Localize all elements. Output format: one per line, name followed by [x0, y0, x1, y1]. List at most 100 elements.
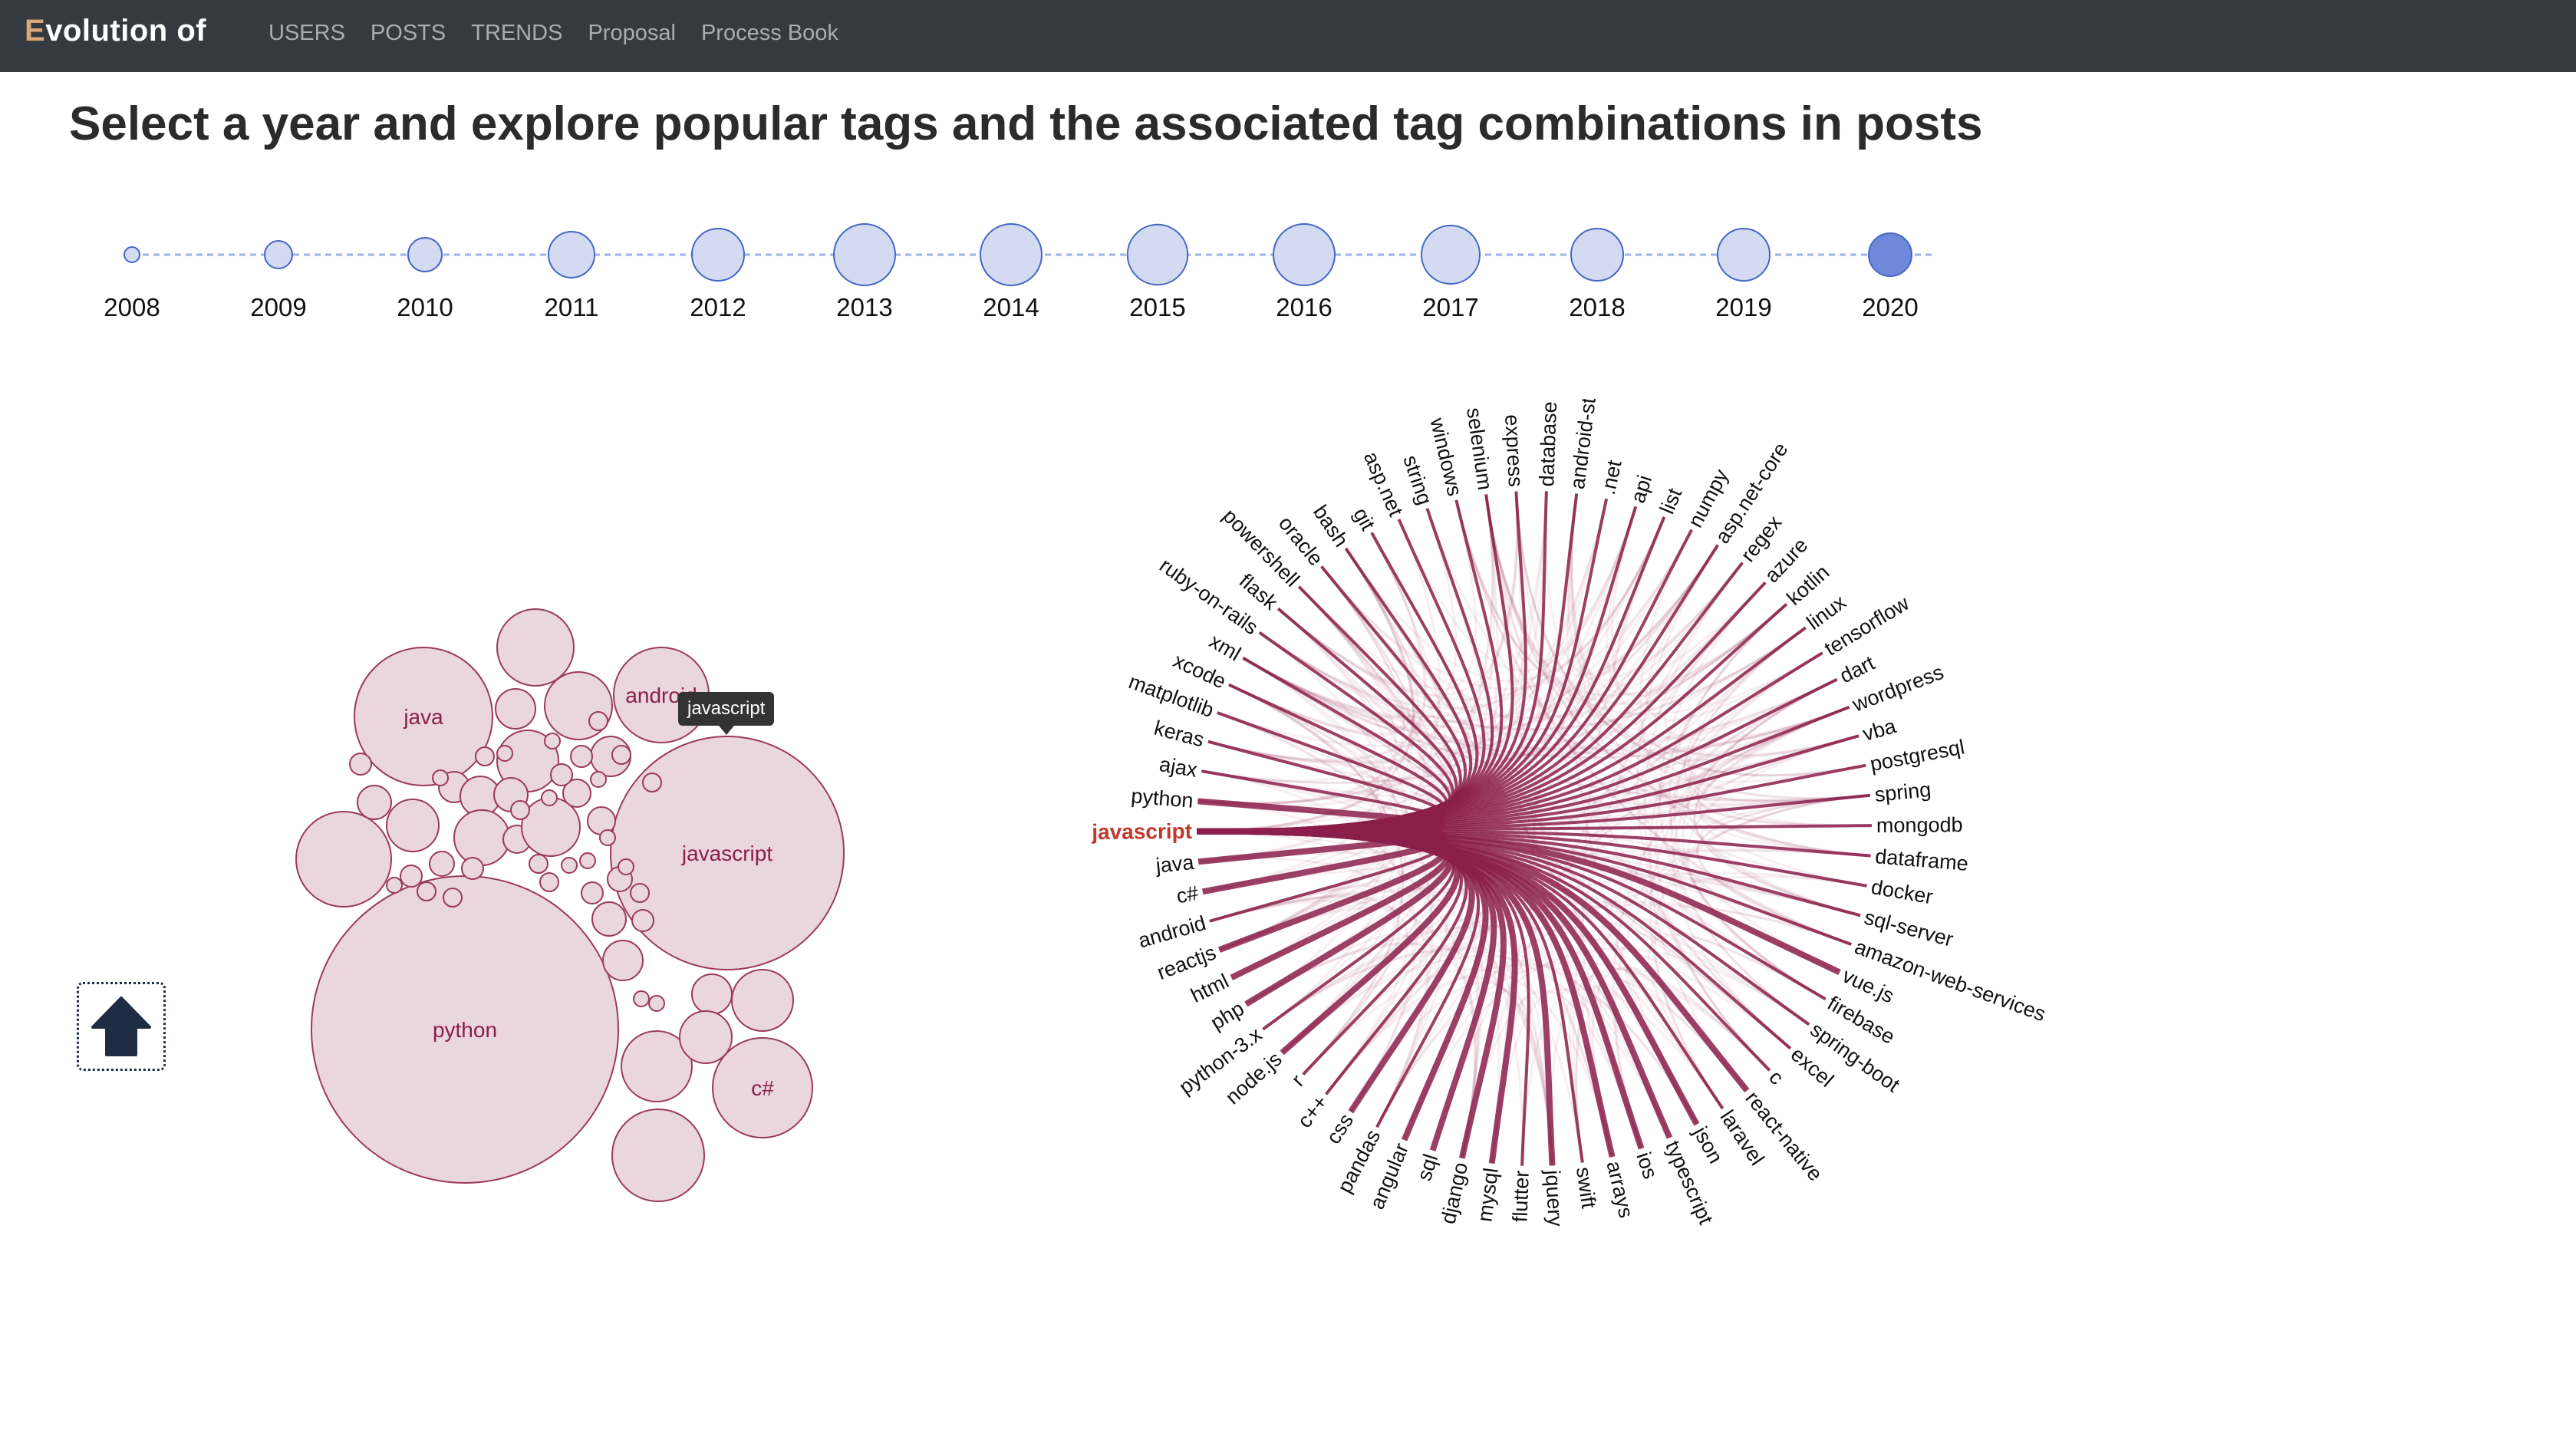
- bubble-circle[interactable]: [611, 745, 631, 765]
- bubble-small[interactable]: [599, 829, 616, 846]
- chord-tag-spring[interactable]: spring: [1873, 778, 1932, 806]
- bubble-circle[interactable]: [630, 883, 650, 903]
- chord-tag-html[interactable]: html: [1187, 970, 1232, 1007]
- bubble-circle[interactable]: [590, 771, 607, 788]
- bubble-circle[interactable]: [496, 745, 513, 762]
- chord-tag--net[interactable]: .net: [1596, 458, 1626, 497]
- bubble-circle[interactable]: [581, 881, 604, 904]
- timeline-bubble[interactable]: [833, 223, 896, 286]
- bubble-circle[interactable]: [610, 736, 845, 970]
- chord-tag-sql[interactable]: sql: [1412, 1151, 1442, 1184]
- bubble-small[interactable]: [621, 1030, 693, 1102]
- bubble-small[interactable]: [453, 809, 510, 866]
- bubble-small[interactable]: [295, 811, 392, 908]
- bubble-small[interactable]: [731, 969, 794, 1032]
- timeline-year-2009[interactable]: 2009: [250, 240, 307, 321]
- bubble-circle[interactable]: [544, 733, 561, 749]
- timeline-bubble[interactable]: [1126, 223, 1189, 286]
- chord-tag-json[interactable]: json: [1688, 1122, 1728, 1168]
- bubble-small[interactable]: [349, 753, 372, 776]
- bubble-small[interactable]: [432, 769, 449, 786]
- chord-tag-javascript[interactable]: javascript: [1091, 819, 1192, 844]
- bubble-circle[interactable]: [386, 877, 403, 894]
- chord-tag-django[interactable]: django: [1437, 1160, 1473, 1226]
- bubble-circle[interactable]: [591, 901, 627, 937]
- bubble-small[interactable]: [631, 909, 654, 932]
- bubble-small[interactable]: [550, 763, 573, 786]
- chord-tag-docker[interactable]: docker: [1869, 875, 1935, 908]
- bubble-circle[interactable]: [550, 763, 573, 786]
- bubble-c-sharp[interactable]: c#: [712, 1037, 813, 1138]
- bubble-circle[interactable]: [510, 800, 530, 820]
- bubble-circle[interactable]: [417, 881, 436, 901]
- bubble-circle[interactable]: [453, 809, 510, 866]
- bubble-python[interactable]: python: [311, 875, 619, 1184]
- timeline-bubble[interactable]: [1717, 228, 1771, 282]
- bubble-circle[interactable]: [588, 711, 608, 731]
- bubble-small[interactable]: [562, 779, 591, 808]
- chord-tag-java[interactable]: java: [1154, 851, 1195, 878]
- brand-title[interactable]: Evolution of: [25, 14, 206, 48]
- timeline-year-2010[interactable]: 2010: [397, 237, 453, 321]
- bubble-circle[interactable]: [679, 1010, 733, 1064]
- timeline-year-2011[interactable]: 2011: [545, 231, 599, 321]
- bubble-circle[interactable]: [443, 888, 463, 908]
- bubble-circle[interactable]: [570, 745, 593, 768]
- nav-link-users[interactable]: USERS: [268, 21, 345, 45]
- bubble-circle[interactable]: [495, 688, 536, 730]
- bubble-small[interactable]: [386, 877, 403, 894]
- bubble-small[interactable]: [400, 865, 423, 888]
- bubble-circle[interactable]: [631, 909, 654, 932]
- bubble-small[interactable]: [642, 773, 662, 792]
- chord-tag-flutter[interactable]: flutter: [1508, 1170, 1533, 1223]
- bubble-circle[interactable]: [475, 746, 495, 766]
- chord-tag-css[interactable]: css: [1322, 1109, 1358, 1148]
- chord-tag-php[interactable]: php: [1207, 997, 1248, 1034]
- chord-tag-selenium[interactable]: selenium: [1462, 406, 1497, 491]
- bubble-circle[interactable]: [429, 851, 455, 877]
- bubble-small[interactable]: [461, 857, 484, 880]
- chord-tag-string[interactable]: string: [1398, 453, 1436, 508]
- chord-tag-git[interactable]: git: [1349, 504, 1379, 535]
- bubble-small[interactable]: [475, 746, 495, 766]
- chord-tag-python[interactable]: python: [1130, 784, 1194, 812]
- bubble-circle[interactable]: [496, 608, 575, 687]
- chord-tag-list[interactable]: list: [1655, 485, 1687, 517]
- bubble-circle[interactable]: [461, 857, 484, 880]
- timeline-bubble[interactable]: [1570, 228, 1624, 282]
- bubble-circle[interactable]: [642, 773, 662, 792]
- bubble-small[interactable]: [591, 901, 627, 937]
- timeline-bubble[interactable]: [1421, 225, 1481, 285]
- timeline-bubble[interactable]: [691, 228, 745, 282]
- bubble-small[interactable]: [648, 995, 665, 1012]
- bubble-small[interactable]: [386, 799, 440, 852]
- chord-tag-c--[interactable]: c++: [1293, 1091, 1332, 1132]
- bubble-circle[interactable]: [529, 854, 548, 874]
- bubble-small[interactable]: [429, 851, 455, 877]
- timeline-year-2013[interactable]: 2013: [833, 223, 896, 321]
- chord-tag-vba[interactable]: vba: [1860, 714, 1899, 746]
- bubble-circle[interactable]: [579, 852, 596, 869]
- chord-tag-postgresql[interactable]: postgresql: [1868, 735, 1966, 776]
- timeline-bubble[interactable]: [548, 231, 595, 278]
- bubble-circle[interactable]: [633, 990, 650, 1007]
- bubble-circle[interactable]: [611, 1109, 705, 1202]
- chord-tag-jquery[interactable]: jquery: [1541, 1169, 1567, 1228]
- bubble-circle[interactable]: [400, 865, 423, 888]
- chord-tag-xml[interactable]: xml: [1205, 629, 1244, 665]
- timeline-year-2017[interactable]: 2017: [1421, 225, 1481, 321]
- bubble-circle[interactable]: [357, 785, 392, 820]
- bubble-small[interactable]: [544, 733, 561, 749]
- chord-tag-database[interactable]: database: [1535, 401, 1561, 487]
- bubble-circle[interactable]: [432, 769, 449, 786]
- bubble-circle[interactable]: [539, 872, 559, 892]
- timeline-year-2014[interactable]: 2014: [980, 223, 1043, 321]
- timeline-bubble[interactable]: [407, 237, 443, 272]
- timeline-bubble[interactable]: [124, 246, 140, 263]
- bubble-small[interactable]: [496, 745, 513, 762]
- chord-tag-dart[interactable]: dart: [1836, 651, 1879, 688]
- bubble-small[interactable]: [588, 711, 608, 731]
- timeline-year-2019[interactable]: 2019: [1715, 228, 1772, 321]
- bubble-small[interactable]: [611, 1109, 705, 1202]
- bubble-small[interactable]: [579, 852, 596, 869]
